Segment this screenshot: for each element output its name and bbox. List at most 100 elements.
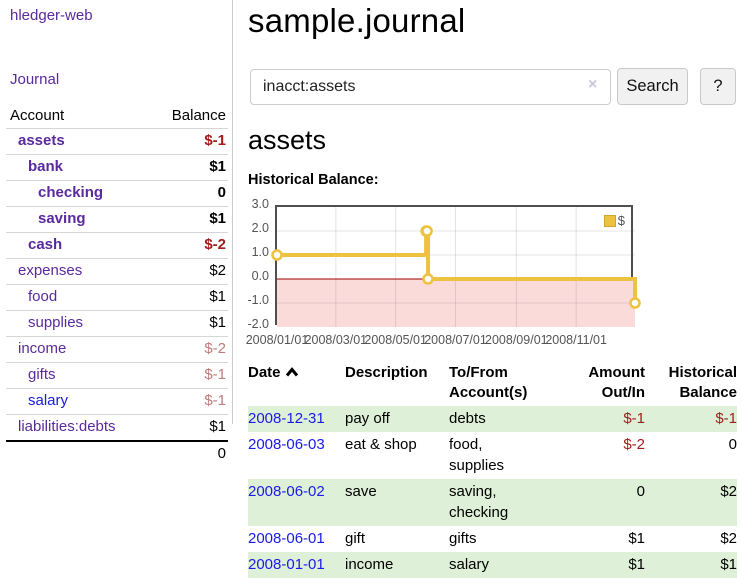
transaction-date-link[interactable]: 2008-06-03: [248, 436, 325, 453]
transaction-amount: $-1: [555, 406, 645, 432]
y-axis-tick-label: 2.0: [251, 221, 269, 235]
app-brand-link[interactable]: hledger-web: [10, 7, 93, 24]
sidebar-divider: [232, 0, 233, 424]
transaction-balance: 0: [728, 436, 737, 453]
accounts-table: Account Balance assets $-1 bank $1 checking 0…: [6, 104, 228, 467]
account-balance: $-1: [150, 128, 228, 155]
transaction-row: 2008-06-03 eat & shop food, supplies $-2 0: [248, 432, 737, 479]
legend-label: $: [617, 213, 625, 228]
transaction-description: income: [345, 552, 449, 578]
account-link[interactable]: supplies: [28, 314, 84, 331]
transaction-row: 2008-12-31 pay off debts $-1 $-1: [248, 406, 737, 432]
accounts-total-row: 0: [6, 440, 228, 467]
accounts-total-value: 0: [150, 440, 228, 467]
sidebar-item-journal[interactable]: Journal: [10, 71, 60, 88]
help-button[interactable]: ?: [700, 68, 736, 105]
account-link[interactable]: liabilities:debts: [18, 418, 116, 435]
transaction-description: eat & shop: [345, 436, 417, 453]
y-axis-tick-label: 1.0: [251, 245, 269, 259]
account-row: salary $-1: [6, 388, 228, 415]
balance-column-header: Balance: [171, 107, 226, 124]
transaction-accounts: salary: [449, 552, 555, 578]
transaction-description: save: [345, 479, 449, 526]
amount-column-header: Amount Out/In: [588, 364, 645, 401]
account-link[interactable]: gifts: [28, 366, 56, 383]
account-row: assets $-1: [6, 128, 228, 155]
account-heading: assets: [248, 125, 327, 155]
transaction-balance: $1: [645, 552, 737, 578]
account-row: gifts $-1: [6, 362, 228, 389]
chart-canvas: [271, 207, 641, 327]
account-link[interactable]: cash: [28, 236, 63, 253]
account-row: saving $1: [6, 206, 228, 233]
account-balance: 0: [150, 180, 228, 207]
account-row: income $-2: [6, 336, 228, 363]
account-link[interactable]: checking: [38, 184, 104, 201]
account-balance: $1: [150, 414, 228, 441]
account-balance: $2: [150, 258, 228, 285]
transaction-accounts: saving, checking: [449, 479, 555, 526]
account-row: food $1: [6, 284, 228, 311]
transaction-amount: 0: [555, 479, 645, 526]
account-link[interactable]: income: [18, 340, 67, 357]
search-input[interactable]: [250, 69, 611, 105]
balance-column-header-txn: Historical Balance: [668, 364, 737, 401]
x-axis-tick-label: 2008/05/01: [364, 333, 427, 347]
y-axis-tick-label: 0.0: [251, 269, 269, 283]
tofrom-column-header: To/From Account(s): [449, 364, 528, 401]
account-link[interactable]: food: [28, 288, 58, 305]
account-balance: $-1: [150, 362, 228, 389]
transaction-accounts: gifts: [449, 530, 477, 547]
transaction-balance: $2: [645, 479, 737, 526]
y-axis-tick-label: -2.0: [247, 317, 269, 331]
transaction-date-link[interactable]: 2008-06-02: [248, 483, 325, 500]
account-link[interactable]: assets: [18, 132, 65, 149]
transaction-date-link[interactable]: 2008-01-01: [248, 556, 325, 573]
description-column-header: Description: [345, 364, 428, 381]
transaction-date-link[interactable]: 2008-06-01: [248, 530, 325, 547]
account-balance: $1: [150, 284, 228, 311]
y-axis-tick-label: 3.0: [251, 197, 269, 211]
transaction-description: gift: [345, 530, 366, 547]
transaction-row: 2008-06-01 gift gifts $1 $2: [248, 526, 737, 552]
account-balance: $-2: [150, 232, 228, 259]
transaction-accounts: debts: [449, 406, 555, 432]
clear-search-icon[interactable]: ×: [588, 76, 598, 93]
accounts-table-header: Account Balance: [6, 104, 228, 129]
legend-swatch-icon: [603, 214, 616, 227]
account-balance: $-1: [150, 388, 228, 415]
transaction-accounts: food, supplies: [449, 436, 505, 474]
transaction-row: 2008-06-02 save saving, checking 0 $2: [248, 479, 737, 526]
y-axis-tick-label: -1.0: [247, 293, 269, 307]
account-link[interactable]: saving: [38, 210, 86, 227]
transaction-description: pay off: [345, 406, 449, 432]
date-column-header[interactable]: Date: [248, 361, 345, 406]
x-axis-tick-label: 2008/09/01: [485, 333, 548, 347]
transaction-amount: $-2: [623, 436, 645, 453]
account-row: cash $-2: [6, 232, 228, 259]
x-axis-tick-label: 2008/01/01: [245, 333, 309, 347]
account-balance: $-2: [150, 336, 228, 363]
transaction-amount: $1: [555, 552, 645, 578]
account-balance: $1: [150, 154, 228, 181]
transaction-balance: $2: [720, 530, 737, 547]
x-axis-tick-label: 2008/03/01: [304, 333, 368, 347]
transaction-balance: $-1: [645, 406, 737, 432]
account-link[interactable]: expenses: [18, 262, 83, 279]
account-link[interactable]: bank: [28, 158, 64, 175]
balance-chart: $: [271, 205, 641, 327]
account-link[interactable]: salary: [28, 392, 69, 409]
chart-legend: $: [601, 212, 627, 229]
transaction-date-link[interactable]: 2008-12-31: [248, 410, 325, 427]
transactions-header-row: Date Description To/From Account(s) Amou…: [248, 361, 737, 406]
sort-ascending-icon: [285, 367, 298, 377]
account-row: expenses $2: [6, 258, 228, 285]
search-button[interactable]: Search: [617, 68, 688, 105]
chart-title: Historical Balance:: [248, 172, 379, 188]
x-axis-tick-label: 2008/11/01: [545, 333, 607, 347]
page-title: sample.journal: [248, 2, 466, 39]
x-axis-tick-label: 2008/07/01: [424, 333, 487, 347]
transaction-row: 2008-01-01 income salary $1 $1: [248, 552, 737, 578]
transaction-amount: $1: [628, 530, 645, 547]
